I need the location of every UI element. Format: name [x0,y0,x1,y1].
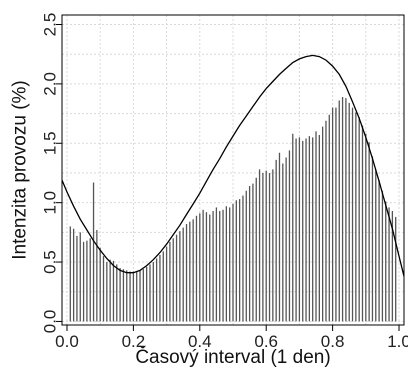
axes: 0.0 0.2 0.4 0.6 0.8 1.0 0.0 0.5 1.0 1.5 2.0 2.5 [41,13,408,351]
x-tick-label: 0.0 [55,332,79,351]
x-tick-label: 0.8 [321,332,345,351]
y-tick-label: 2.5 [41,13,60,37]
fitted-curve [61,54,405,277]
y-tick-label: 2.0 [41,72,60,96]
grid [62,15,404,325]
y-tick-label: 1.5 [41,131,60,155]
y-axis-label: Intenzita provozu (%) [10,80,31,260]
x-tick-label: 0.2 [122,332,146,351]
curve-layer [61,54,405,277]
y-tick-label: 1.0 [41,191,60,215]
plot-frame [61,14,405,326]
x-axis-label: Časový interval (1 den) [135,346,330,368]
bars [69,96,397,322]
x-tick-label: 0.4 [188,332,212,351]
y-tick-label: 0.0 [41,310,60,334]
x-tick-label: 1.0 [387,332,408,351]
x-tick-label: 0.6 [254,332,278,351]
y-tick-label: 0.5 [41,250,60,274]
